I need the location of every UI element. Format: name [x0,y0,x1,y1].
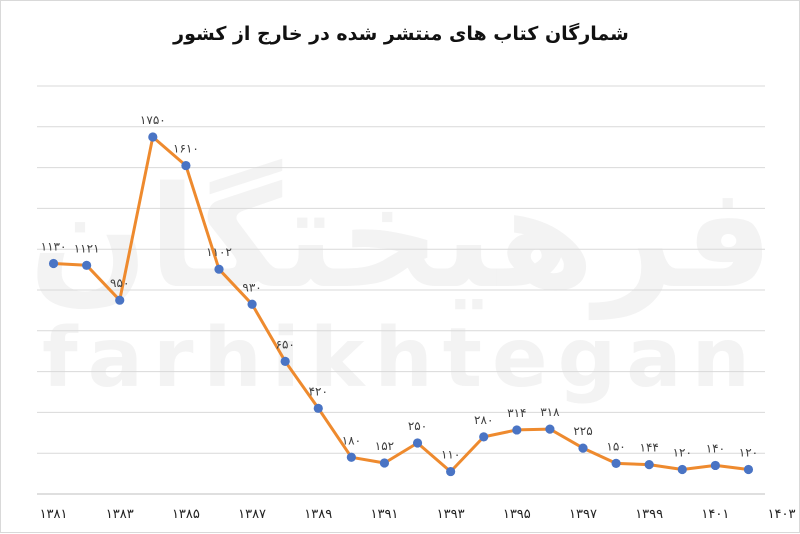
x-tick-labels: ۱۳۸۱ ۱۳۸۳ ۱۳۸۵ ۱۳۸۷ ۱۳۸۹ ۱۳۹۱ ۱۳۹۳ ۱۳۹۵ ۱۳۹۷ ۱۳۹۹… [40,507,796,522]
data-label: ۱۶۱۰ [173,142,199,156]
data-point [379,458,390,468]
data-point [446,466,456,477]
data-label: ۱۱۰ [441,448,460,462]
data-point [677,464,687,475]
data-point [710,460,720,471]
x-tick-label: ۱۳۸۵ [172,507,200,522]
data-label: ۱۱۰۲ [206,245,232,259]
data-label: ۲۸۰ [474,413,493,427]
data-label: ۱۵۰ [606,439,625,453]
data-point [115,295,125,305]
data-point [611,458,621,468]
series-polyline [53,135,749,474]
x-tick-label: ۱۳۹۳ [437,507,465,522]
data-point [743,464,754,475]
data-label: ۱۱۳۰ [41,239,67,253]
data-point [512,425,522,435]
data-point [214,264,224,274]
x-tick-label: ۱۴۰۱ [701,507,729,522]
data-label: ۱۷۵۰ [140,113,166,127]
x-tick-label: ۱۳۹۵ [503,507,531,522]
data-label: ۹۳۰ [242,280,261,294]
data-point [578,443,588,453]
data-label: ۱۴۴ [640,441,659,455]
data-label: ۹۵۰ [110,276,129,290]
x-tick-label: ۱۳۸۹ [304,507,332,522]
x-tick-label: ۱۳۹۷ [569,507,597,522]
data-label: ۱۱۲۱ [74,241,100,255]
data-label: ۱۲۰ [673,446,692,460]
data-point [313,403,323,413]
x-tick-label: ۱۴۰۳ [768,507,796,522]
data-point [346,452,356,462]
x-tick-label: ۱۳۹۱ [370,507,398,522]
data-point [82,260,92,270]
data-point [280,356,290,366]
x-tick-label: ۱۳۸۷ [238,507,266,522]
data-label: ۱۵۲ [375,439,394,453]
data-label: ۲۵۰ [408,419,427,433]
series-line [48,132,754,477]
x-tick-label: ۱۳۸۱ [40,507,68,522]
data-point [148,132,158,142]
data-point [644,460,654,470]
data-point [48,258,59,269]
watermark: فرهیختگان farhikhtegan [29,157,774,406]
x-tick-label: ۱۳۸۳ [106,507,134,522]
data-label: ۴۲۰ [309,384,328,398]
data-point [545,424,555,434]
data-point [181,160,191,171]
data-label: ۱۲۰ [739,446,758,460]
data-label: ۱۸۰ [342,433,361,447]
data-label: ۲۲۵ [573,424,592,438]
data-point [479,432,489,442]
watermark-latin: farhikhtegan [42,311,760,406]
data-label: ۳۱۸ [540,405,560,419]
x-tick-label: ۱۳۹۹ [635,507,663,522]
data-point [412,438,423,448]
data-labels: ۱۱۳۰ ۱۱۲۱ ۹۵۰ ۱۷۵۰ ۱۶۱۰ ۱۱۰۲ ۹۳۰ ۶۵۰ ۴۲۰ ۱۸۰ ۱۵۲ ۲۵… [41,113,758,462]
data-label: ۶۵۰ [276,337,295,351]
data-label: ۱۴۰ [706,441,725,455]
watermark-persian: فرهیختگان [29,157,774,320]
data-label: ۳۱۴ [507,406,526,420]
data-point [247,299,257,309]
gridlines [37,85,765,454]
chart-title: شمارگان کتاب های منتشر شده در خارج از کش… [173,23,629,45]
